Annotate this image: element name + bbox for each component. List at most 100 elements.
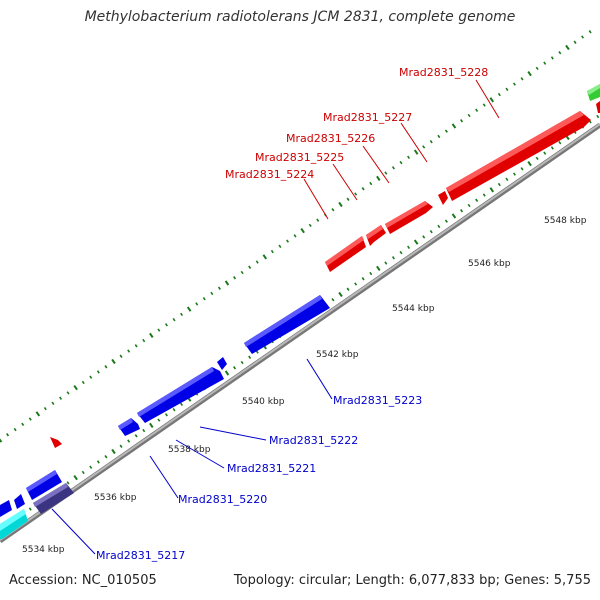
tick-label-5548: 5548 kbp	[544, 216, 587, 226]
gene-label-mrad2831-5228[interactable]: Mrad2831_5228	[399, 66, 488, 79]
tick-mark	[134, 434, 138, 438]
tick-mark	[278, 244, 282, 249]
tick-mark	[558, 141, 562, 145]
tick-mark	[429, 139, 433, 144]
gene-arrow-edge-red[interactable]	[596, 101, 600, 113]
tick-mark	[391, 166, 395, 170]
tick-mark	[35, 411, 41, 417]
tick-mark	[361, 277, 365, 281]
tick-mark	[482, 103, 486, 107]
tick-mark	[262, 254, 268, 260]
tick-mark	[535, 66, 539, 71]
tick-mark	[164, 323, 168, 327]
gene-label-mrad2831-5225[interactable]: Mrad2831_5225	[255, 151, 344, 164]
gene-arrow-mrad2831-5225[interactable]	[366, 225, 386, 246]
forward-gene-labels: Mrad2831_5224 Mrad2831_5225 Mrad2831_522…	[225, 66, 488, 181]
tick-mark	[391, 256, 395, 260]
tick-mark	[338, 201, 343, 208]
tick-label-5534: 5534 kbp	[22, 545, 65, 555]
tick-mark	[429, 229, 433, 234]
tick-mark	[331, 208, 335, 212]
tick-mark	[202, 297, 206, 301]
gene-arrow-small-red[interactable]	[50, 437, 62, 448]
tick-mark	[565, 44, 570, 51]
gene-arrow-mrad2831-5224[interactable]	[325, 236, 366, 272]
tick-mark	[180, 312, 184, 317]
tick-mark	[422, 145, 426, 149]
tick-label-5546: 5546 kbp	[468, 259, 511, 269]
tick-mark	[240, 360, 244, 365]
gene-arrow-mrad2831-5227[interactable]	[438, 191, 448, 205]
tick-mark	[489, 187, 495, 193]
gene-label-mrad2831-5217[interactable]: Mrad2831_5217	[96, 549, 185, 562]
tick-mark	[467, 113, 471, 118]
tick-mark	[127, 439, 131, 443]
tick-mark	[210, 291, 214, 296]
gene-arrow-mrad2831-5220[interactable]	[26, 470, 62, 500]
tick-mark	[308, 223, 312, 228]
gene-label-mrad2831-5222[interactable]: Mrad2831_5222	[269, 434, 358, 447]
gene-label-mrad2831-5223[interactable]: Mrad2831_5223	[333, 394, 422, 407]
tick-mark	[573, 40, 577, 44]
tick-mark	[376, 265, 381, 271]
tick-mark	[104, 455, 108, 459]
tick-mark	[505, 177, 509, 182]
map-title: Methylobacterium radiotolerans JCM 2831,…	[84, 9, 516, 25]
tick-mark	[437, 134, 441, 139]
tick-mark	[157, 418, 161, 422]
tick-mark	[558, 51, 562, 55]
tick-mark	[81, 380, 85, 385]
tick-mark	[437, 224, 441, 229]
tick-mark	[588, 30, 592, 34]
tick-mark	[28, 507, 32, 511]
tick-mark	[407, 245, 411, 250]
tick-label-5544: 5544 kbp	[392, 304, 435, 314]
tick-mark	[180, 402, 184, 407]
tick-mark	[233, 366, 237, 370]
gene-label-mrad2831-5220[interactable]: Mrad2831_5220	[178, 493, 267, 506]
tick-mark	[248, 355, 252, 359]
tick-mark	[224, 370, 230, 376]
gene-arrow-mrad2831-5228[interactable]	[446, 111, 591, 201]
gene-label-mrad2831-5226[interactable]: Mrad2831_5226	[286, 132, 375, 145]
tick-mark	[489, 97, 495, 103]
tick-mark	[467, 203, 471, 208]
tick-mark	[346, 197, 350, 201]
tick-mark	[172, 317, 176, 322]
tick-mark	[384, 171, 388, 175]
gene-arrow-dark[interactable]	[33, 483, 74, 514]
tick-mark	[497, 92, 501, 97]
tick-mark	[172, 407, 176, 412]
tick-mark	[81, 470, 85, 475]
genome-summary-text: Topology: circular; Length: 6,077,833 bp…	[233, 573, 591, 588]
tick-mark	[451, 123, 457, 129]
tick-mark	[240, 270, 244, 275]
gene-label-mrad2831-5221[interactable]: Mrad2831_5221	[227, 462, 316, 475]
tick-mark	[119, 354, 123, 358]
tick-mark	[66, 391, 70, 395]
gene-arrow-mrad2831-5217[interactable]	[0, 509, 28, 539]
tick-mark	[89, 375, 93, 379]
gene-arrow-small-blue-1[interactable]	[0, 500, 12, 517]
tick-mark	[104, 365, 108, 369]
gene-arrow-edge-green[interactable]	[587, 84, 600, 101]
tick-mark	[111, 358, 116, 365]
gene-arrow-mrad2831-5223[interactable]	[244, 295, 330, 354]
tick-mark	[73, 385, 78, 391]
tick-mark	[224, 280, 230, 286]
tick-mark	[346, 287, 350, 291]
tick-mark	[149, 332, 154, 338]
gene-arrow-small-blue-2[interactable]	[14, 494, 25, 509]
tick-mark	[6, 433, 10, 437]
gene-arrow-small-blue-3[interactable]	[217, 357, 227, 370]
tick-mark	[0, 438, 3, 443]
tick-mark	[195, 302, 199, 306]
gene-arrow-mrad2831-5221[interactable]	[118, 418, 140, 436]
gene-arrow-mrad2831-5222[interactable]	[137, 367, 224, 423]
tick-mark	[520, 167, 524, 171]
gene-label-mrad2831-5224[interactable]: Mrad2831_5224	[225, 168, 314, 181]
gene-label-mrad2831-5227[interactable]: Mrad2831_5227	[323, 111, 412, 124]
label-leaders	[51, 79, 500, 555]
gene-arrow-mrad2831-5226[interactable]	[385, 201, 433, 234]
